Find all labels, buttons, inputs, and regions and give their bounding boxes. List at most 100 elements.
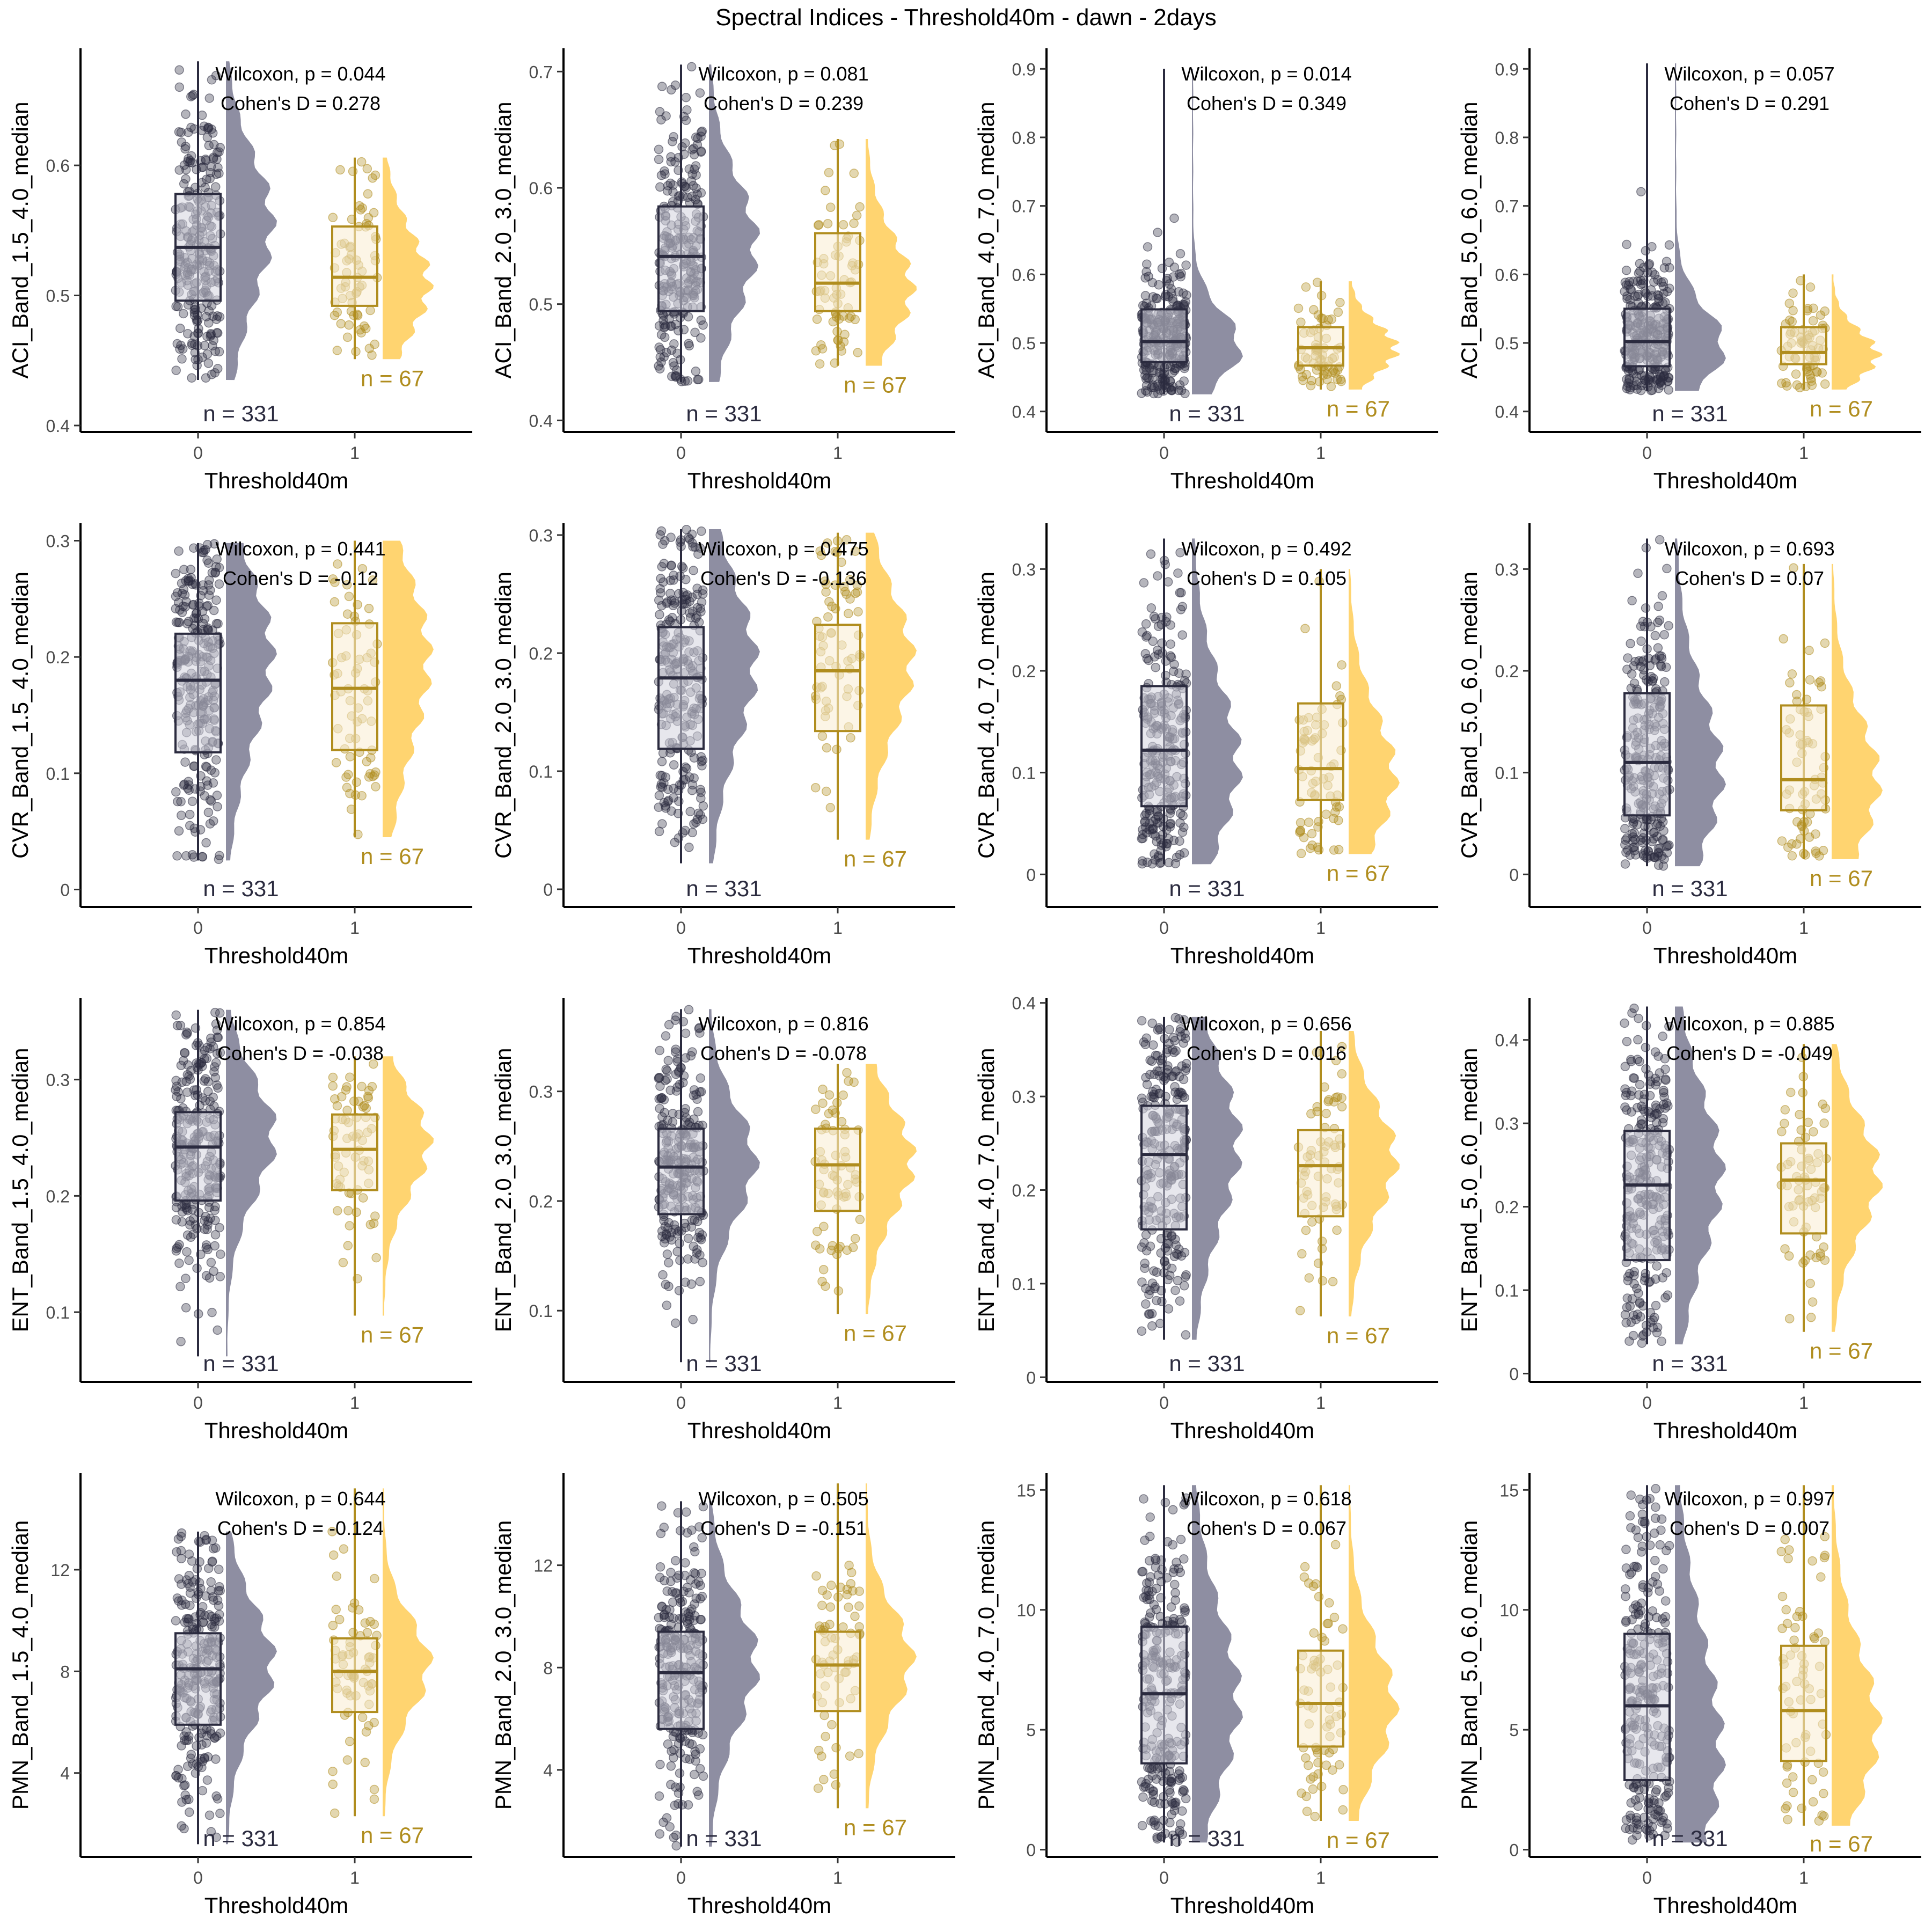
y-tick-label: 0 bbox=[543, 880, 553, 899]
data-point bbox=[1626, 639, 1635, 648]
data-point bbox=[204, 1273, 215, 1283]
cohens-d-label: Cohen's D = -0.12 bbox=[223, 567, 378, 589]
data-point bbox=[1182, 290, 1191, 300]
data-point bbox=[1627, 596, 1637, 605]
data-point bbox=[1820, 306, 1830, 316]
data-point bbox=[1323, 315, 1333, 325]
data-point bbox=[695, 1277, 705, 1286]
x-axis-title: Threshold40m bbox=[204, 468, 348, 493]
data-point bbox=[657, 1093, 667, 1103]
data-point bbox=[188, 599, 199, 610]
data-point bbox=[370, 170, 380, 180]
data-point bbox=[345, 1072, 355, 1082]
data-point bbox=[203, 1752, 213, 1762]
data-point bbox=[655, 1562, 665, 1572]
data-point bbox=[1174, 668, 1184, 678]
data-point bbox=[1621, 266, 1631, 275]
y-tick-label: 0.5 bbox=[1012, 334, 1036, 353]
data-point bbox=[176, 1337, 186, 1346]
data-point bbox=[1785, 1087, 1796, 1097]
data-point bbox=[1140, 810, 1150, 821]
data-point bbox=[656, 1528, 666, 1539]
y-axis-title: ENT_Band_5.0_6.0_median bbox=[1457, 1048, 1482, 1332]
data-point bbox=[845, 1751, 855, 1761]
data-point bbox=[360, 1618, 370, 1628]
data-point bbox=[1637, 1338, 1647, 1348]
n-label: n = 331 bbox=[686, 1826, 762, 1851]
data-point bbox=[1621, 1318, 1631, 1328]
data-point bbox=[1664, 240, 1674, 250]
data-point bbox=[1321, 809, 1331, 819]
data-point bbox=[1664, 621, 1673, 631]
cohens-d-label: Cohen's D = -0.038 bbox=[217, 1042, 384, 1064]
data-point bbox=[680, 1028, 691, 1038]
data-point bbox=[211, 314, 222, 324]
data-point bbox=[1144, 272, 1153, 281]
x-tick-label: 1 bbox=[1316, 443, 1326, 463]
data-point bbox=[211, 755, 221, 765]
y-tick-label: 0.2 bbox=[1495, 662, 1519, 681]
y-tick-label: 0.6 bbox=[46, 156, 70, 175]
data-point bbox=[821, 186, 830, 195]
data-point bbox=[345, 1737, 355, 1746]
data-point bbox=[1170, 1036, 1180, 1045]
data-point bbox=[1301, 1225, 1311, 1235]
data-point bbox=[1664, 840, 1674, 850]
data-point bbox=[211, 1791, 221, 1801]
data-point bbox=[1171, 1240, 1181, 1250]
data-point bbox=[850, 1234, 860, 1243]
data-point bbox=[184, 1071, 194, 1081]
data-point bbox=[681, 1507, 691, 1517]
data-point bbox=[1141, 1230, 1151, 1240]
data-point bbox=[211, 71, 221, 80]
data-point bbox=[667, 561, 676, 570]
data-point bbox=[171, 1203, 181, 1212]
data-point bbox=[1307, 376, 1316, 386]
data-point bbox=[696, 1073, 706, 1083]
data-point bbox=[204, 93, 215, 103]
data-point bbox=[354, 201, 364, 211]
data-point bbox=[1174, 269, 1184, 279]
data-point bbox=[692, 1787, 702, 1797]
data-point bbox=[655, 1829, 665, 1839]
data-point bbox=[202, 555, 212, 565]
data-point bbox=[201, 1591, 211, 1601]
n-label: n = 67 bbox=[844, 1814, 907, 1840]
data-point bbox=[206, 796, 216, 806]
data-point bbox=[1141, 386, 1151, 396]
data-point bbox=[1621, 1091, 1631, 1100]
data-point bbox=[1148, 368, 1158, 378]
y-tick-label: 0 bbox=[1026, 865, 1036, 884]
data-point bbox=[370, 1574, 379, 1584]
data-point bbox=[342, 1106, 352, 1115]
data-point bbox=[1620, 1018, 1629, 1028]
data-point bbox=[1153, 571, 1162, 581]
data-point bbox=[1620, 859, 1630, 869]
density-half-violin bbox=[1349, 569, 1400, 854]
data-point bbox=[348, 166, 358, 177]
y-axis-title: ENT_Band_4.0_7.0_median bbox=[974, 1048, 999, 1332]
box-iqr bbox=[174, 1632, 222, 1726]
data-point bbox=[1628, 836, 1638, 846]
y-tick-label: 0.1 bbox=[1012, 764, 1036, 783]
data-point bbox=[1622, 294, 1632, 304]
x-axis-title: Threshold40m bbox=[687, 468, 831, 493]
y-tick-label: 0.6 bbox=[1012, 265, 1036, 284]
data-point bbox=[683, 1608, 693, 1618]
data-point bbox=[1801, 850, 1810, 860]
data-point bbox=[342, 782, 352, 793]
data-point bbox=[686, 176, 696, 186]
x-axis-title: Threshold40m bbox=[204, 1418, 348, 1443]
data-point bbox=[1784, 1251, 1794, 1261]
y-tick-label: 12 bbox=[50, 1561, 70, 1580]
data-point bbox=[369, 1784, 379, 1795]
cohens-d-label: Cohen's D = -0.078 bbox=[700, 1042, 867, 1064]
y-tick-label: 0.3 bbox=[1495, 1114, 1519, 1133]
data-point bbox=[1181, 260, 1191, 270]
data-point bbox=[1652, 1261, 1662, 1271]
data-point bbox=[210, 1073, 221, 1082]
data-point bbox=[1296, 317, 1306, 327]
data-point bbox=[332, 346, 342, 355]
data-point bbox=[655, 770, 665, 780]
